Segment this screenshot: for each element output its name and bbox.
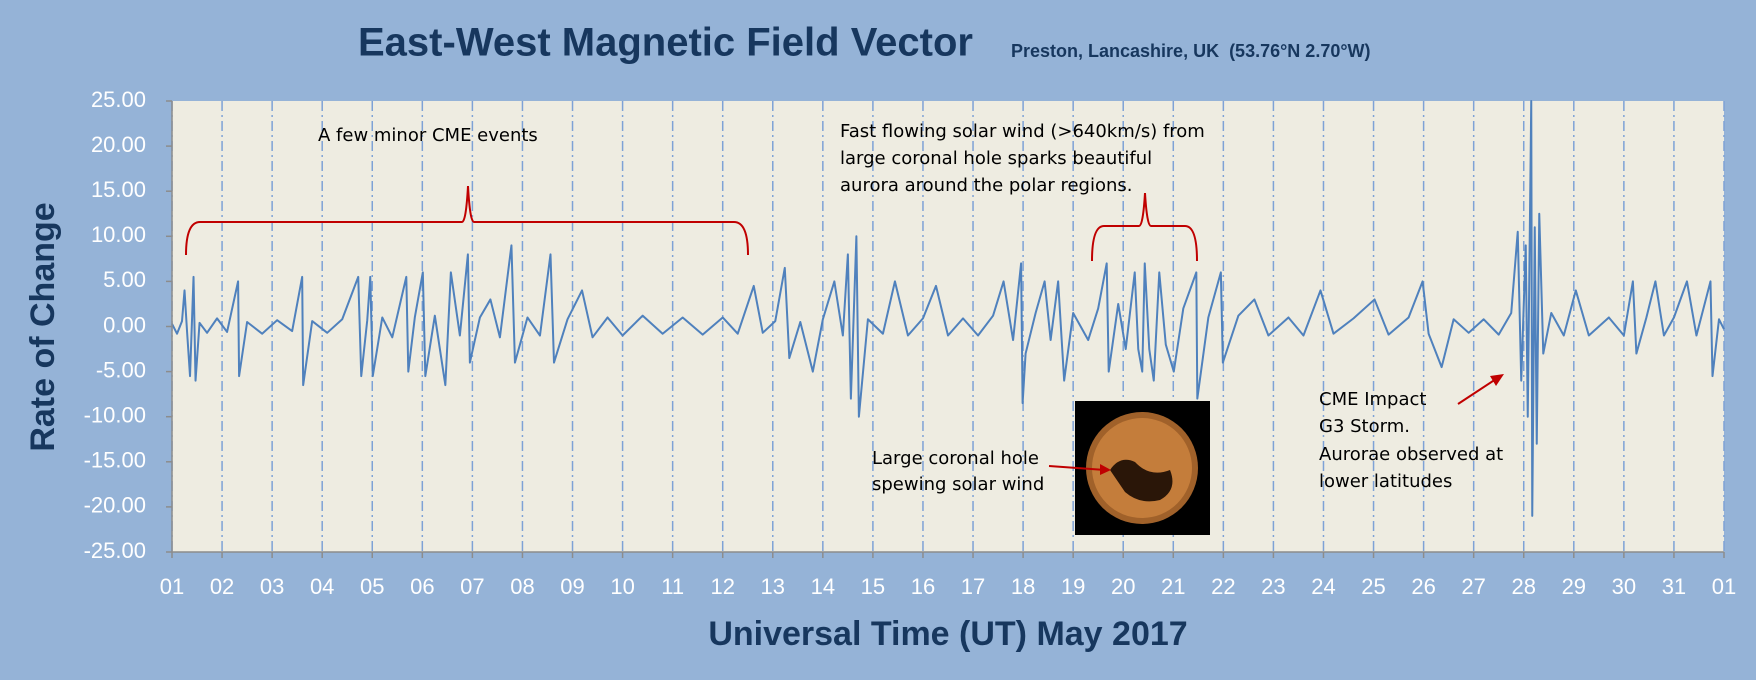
x-tick-label: 08 [510, 574, 534, 599]
arrow [1457, 378, 1497, 405]
y-tick-label: 10.00 [91, 222, 146, 247]
data-line [171, 100, 1725, 517]
y-tick-label: -10.00 [84, 403, 146, 428]
x-tick-label: 03 [260, 574, 284, 599]
x-tick-label: 10 [610, 574, 634, 599]
x-tick-label: 07 [460, 574, 484, 599]
x-tick-label: 06 [410, 574, 434, 599]
x-tick-label: 31 [1662, 574, 1686, 599]
annotation: large coronal hole sparks beautiful [840, 148, 1152, 169]
y-tick-label: -20.00 [84, 493, 146, 518]
x-tick-label: 01 [160, 574, 184, 599]
x-tick-label: 13 [761, 574, 785, 599]
bracket [185, 185, 749, 256]
y-tick-label: 5.00 [103, 267, 146, 292]
x-tick-label: 26 [1411, 574, 1435, 599]
bracket [1091, 192, 1198, 262]
chart-title: East-West Magnetic Field Vector [358, 21, 973, 65]
y-tick-label: 0.00 [103, 312, 146, 337]
x-tick-label: 15 [861, 574, 885, 599]
x-tick-label: 17 [961, 574, 985, 599]
arrow-head [1100, 464, 1111, 475]
x-tick-label: 22 [1211, 574, 1235, 599]
x-tick-label: 12 [710, 574, 734, 599]
x-tick-label: 28 [1511, 574, 1535, 599]
annotation: lower latitudes [1319, 471, 1452, 492]
annotation: CME Impact [1319, 389, 1426, 410]
annotation: Large coronal hole [872, 448, 1039, 469]
x-tick-label: 16 [911, 574, 935, 599]
annotation: spewing solar wind [872, 474, 1044, 495]
plot-area [172, 101, 1724, 552]
x-tick-label: 04 [310, 574, 334, 599]
y-tick-label: -15.00 [84, 448, 146, 473]
x-tick-label: 19 [1061, 574, 1085, 599]
x-tick-label: 18 [1011, 574, 1035, 599]
annotation: Aurorae observed at [1319, 444, 1503, 465]
plot [171, 100, 1725, 517]
x-tick-label: 27 [1461, 574, 1485, 599]
x-tick-label: 23 [1261, 574, 1285, 599]
x-tick-label: 21 [1161, 574, 1185, 599]
annotation: Fast flowing solar wind (>640km/s) from [840, 121, 1205, 142]
x-tick-label: 02 [210, 574, 234, 599]
x-tick-label: 24 [1311, 574, 1335, 599]
x-tick-label: 20 [1111, 574, 1135, 599]
x-axis-label: Universal Time (UT) May 2017 [708, 615, 1187, 653]
y-tick-label: 20.00 [91, 132, 146, 157]
x-tick-label: 25 [1361, 574, 1385, 599]
y-tick-label: 25.00 [91, 87, 146, 112]
x-tick-label: 29 [1562, 574, 1586, 599]
sun-image [1075, 401, 1210, 535]
x-tick-label: 14 [811, 574, 835, 599]
x-tick-label: 09 [560, 574, 584, 599]
x-tick-label: 30 [1612, 574, 1636, 599]
grid [171, 101, 1725, 552]
arrow-head [1490, 374, 1504, 386]
y-axis-label: Rate of Change [24, 202, 62, 451]
y-tick-label: 15.00 [91, 177, 146, 202]
chart-subtitle: Preston, Lancashire, UK (53.76°N 2.70°W) [1011, 41, 1371, 61]
annotation: aurora around the polar regions. [840, 175, 1133, 196]
annotation: G3 Storm. [1319, 416, 1410, 437]
x-tick-label: 01 [1712, 574, 1736, 599]
x-tick-label: 05 [360, 574, 384, 599]
y-tick-label: -25.00 [84, 538, 146, 563]
y-tick-label: -5.00 [96, 357, 146, 382]
arrow [1048, 465, 1106, 471]
annotation: A few minor CME events [318, 125, 538, 146]
x-tick-label: 11 [661, 574, 684, 599]
